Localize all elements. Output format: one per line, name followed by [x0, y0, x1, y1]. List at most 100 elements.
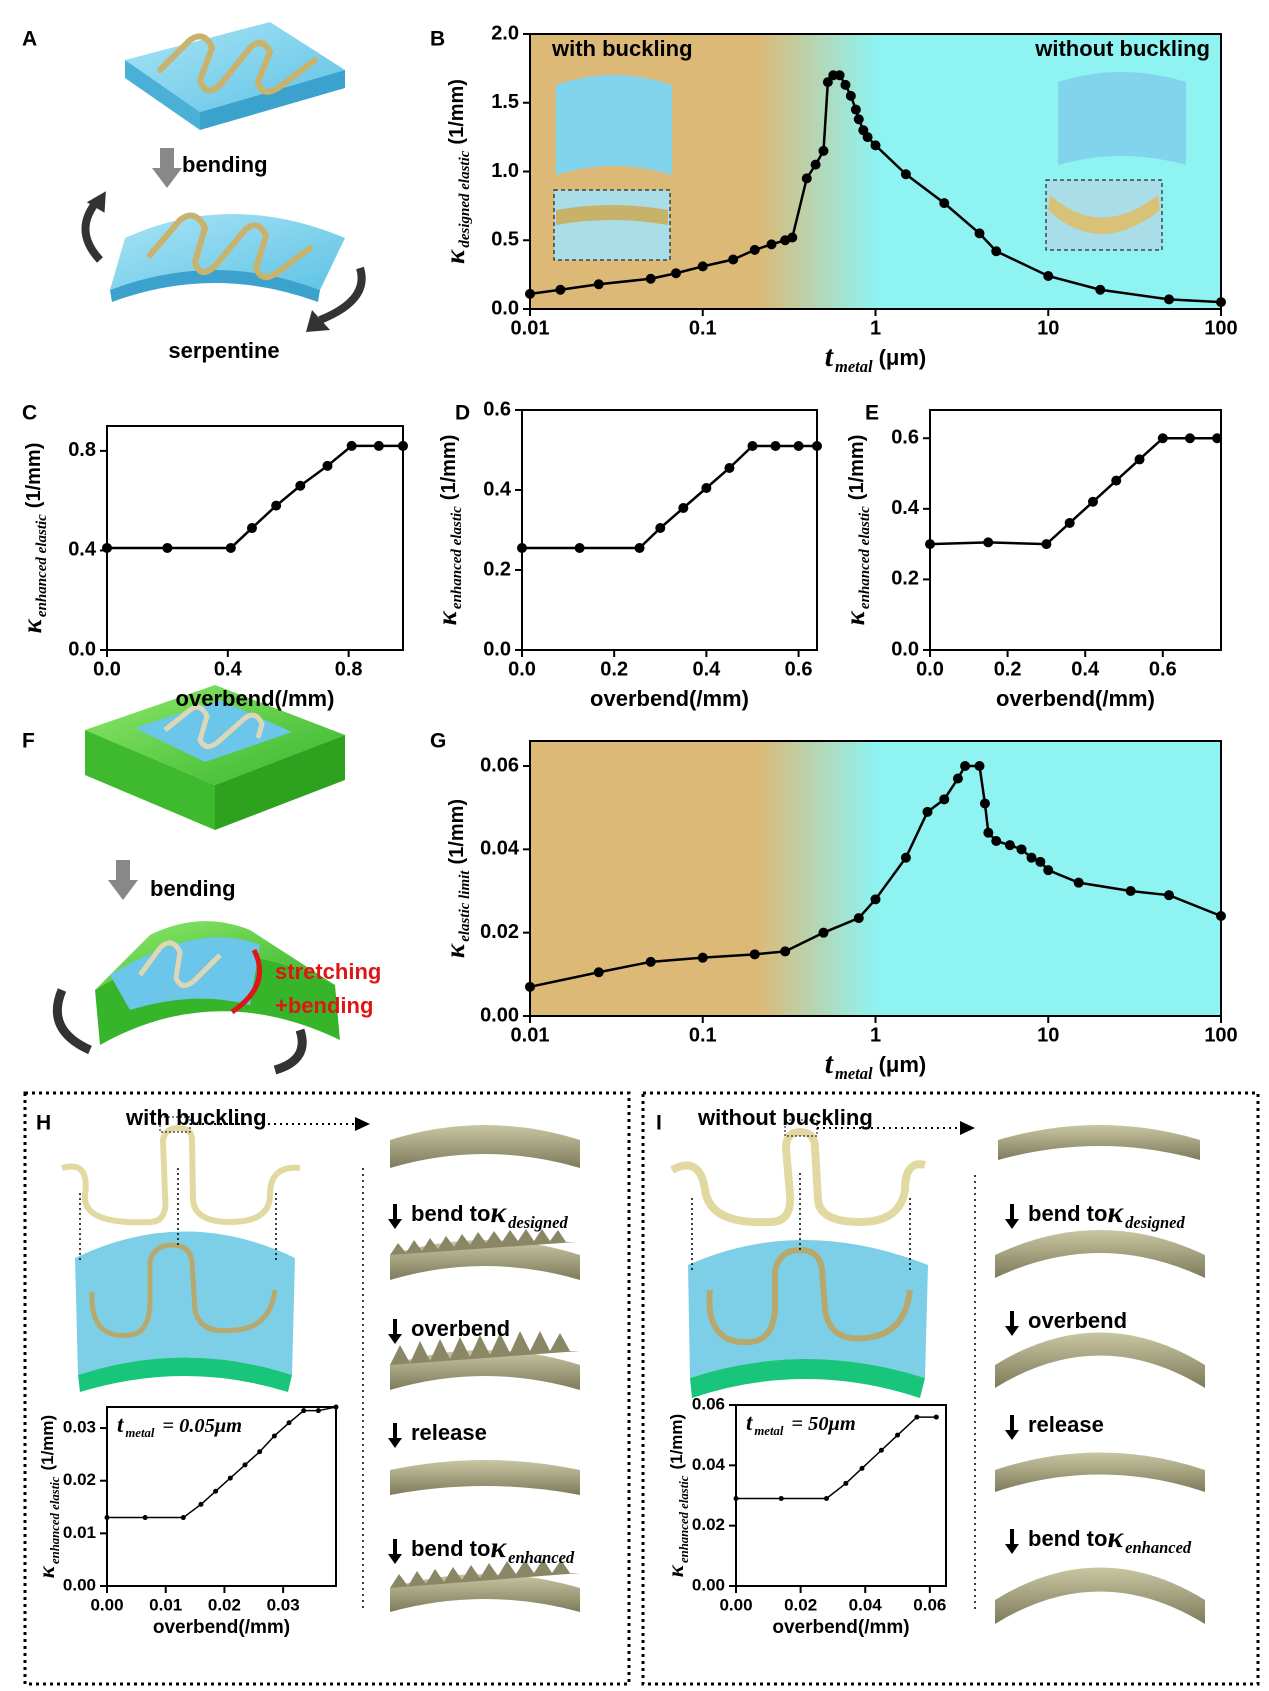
data-point — [555, 284, 566, 295]
x-tick-label: 0.0 — [93, 658, 121, 680]
label-part: (1/mm) — [438, 435, 460, 501]
data-point — [778, 1496, 784, 1502]
x-tick-label: 0.01 — [511, 317, 550, 339]
label-part: enhanced elastic — [34, 514, 50, 617]
data-point — [922, 806, 933, 817]
x-tick-label: 0.2 — [994, 658, 1022, 680]
panel-title: with buckling — [125, 1105, 267, 1130]
x-tick-label: 0.4 — [692, 658, 721, 680]
data-point — [974, 228, 985, 239]
note: stretching — [275, 959, 381, 984]
step-arrow-head — [388, 1554, 402, 1564]
data-point — [1111, 475, 1122, 486]
data-point — [914, 1414, 920, 1420]
data-point — [853, 913, 864, 924]
data-line — [107, 444, 403, 550]
data-point — [939, 794, 950, 805]
data-point — [1035, 856, 1046, 867]
data-point — [793, 441, 804, 451]
plot-background — [530, 741, 1221, 1016]
label-part: κ — [490, 1532, 507, 1564]
x-tick-label: 0.06 — [913, 1595, 946, 1614]
data-point — [787, 232, 798, 243]
data-point — [525, 288, 535, 299]
label-part: bend to — [411, 1536, 490, 1561]
x-tick-label: 0.00 — [90, 1595, 123, 1614]
inset-strip — [556, 205, 668, 225]
plot-frame — [106, 425, 404, 651]
x-tick-label: 0.02 — [208, 1595, 241, 1614]
data-point — [749, 244, 760, 255]
data-point — [952, 773, 963, 784]
label-part: κ — [440, 249, 470, 264]
data-point — [225, 542, 236, 553]
y-tick-label: 0.0 — [483, 638, 511, 660]
data-point — [697, 952, 708, 963]
label: t metal (μm) — [825, 341, 927, 376]
data-point — [645, 956, 656, 967]
data-point — [593, 967, 604, 978]
label-part: t — [825, 341, 834, 373]
panel-title: without buckling — [697, 1105, 873, 1130]
data-point — [271, 1433, 277, 1439]
y-tick-label: 2.0 — [491, 22, 519, 44]
y-tick-label: 0.00 — [692, 1575, 725, 1594]
y-tick-label: 0.04 — [692, 1455, 726, 1474]
label-part: bend to — [411, 1201, 490, 1226]
x-tick-label: 1 — [870, 317, 881, 339]
label-part: κ — [663, 1564, 688, 1577]
label-part: (μm) — [879, 345, 927, 370]
y-tick-label: 0.6 — [891, 427, 919, 449]
y-tick-label: 0.01 — [63, 1523, 96, 1542]
data-point — [180, 1515, 186, 1521]
data-point — [142, 1515, 148, 1521]
y-tick-label: 0.00 — [480, 1004, 519, 1026]
data-point — [227, 1475, 233, 1481]
data-point — [1095, 284, 1106, 295]
label-part: κ — [440, 943, 470, 958]
label: κenhanced elastic (1/mm) — [17, 443, 50, 634]
data-point — [812, 441, 822, 451]
label-part: release — [411, 1420, 487, 1445]
data-point — [257, 1449, 263, 1455]
label-part: (1/mm) — [667, 1414, 686, 1470]
data-point — [1163, 890, 1174, 901]
x-tick-label: 0.0 — [916, 658, 944, 680]
data-point — [1087, 496, 1098, 507]
data-point — [246, 523, 257, 534]
data-point — [198, 1501, 204, 1507]
y-tick-label: 0.04 — [480, 838, 520, 860]
label: t metal = 50μm — [746, 1410, 856, 1438]
label: κenhanced elastic (1/mm) — [34, 1415, 62, 1578]
data-point — [933, 1414, 939, 1420]
label: bend toκ designed — [411, 1197, 569, 1232]
x-tick-label: 0.6 — [1149, 658, 1177, 680]
data-point — [818, 927, 829, 938]
label-part: enhanced elastic — [857, 506, 873, 609]
label-part: (1/mm) — [23, 443, 45, 509]
plot-frame — [106, 1406, 337, 1587]
label-part: t — [825, 1048, 834, 1080]
x-tick-label: 0.04 — [849, 1595, 883, 1614]
label: κenhanced elastic (1/mm) — [840, 435, 873, 626]
panel-letter: F — [22, 730, 35, 753]
plot-background — [930, 410, 1221, 650]
step-arrow-head — [388, 1334, 402, 1344]
label-part: κ — [1107, 1522, 1124, 1554]
illustration-i — [670, 1119, 1205, 1624]
data-point — [878, 1447, 884, 1453]
inset-strip — [1048, 195, 1160, 234]
data-point — [373, 440, 384, 451]
x-axis-label: overbend(/mm) — [772, 1617, 909, 1638]
label-part: κ — [34, 1565, 59, 1578]
illustration-h — [61, 1116, 580, 1612]
data-point — [271, 500, 282, 511]
x-tick-label: 0.00 — [719, 1595, 752, 1614]
label-part: designed — [508, 1213, 568, 1232]
label: release — [411, 1420, 487, 1445]
data-point — [346, 440, 357, 451]
arrow-label: bending — [150, 876, 236, 901]
y-tick-label: 0.4 — [891, 497, 920, 519]
plot-background — [736, 1405, 946, 1586]
